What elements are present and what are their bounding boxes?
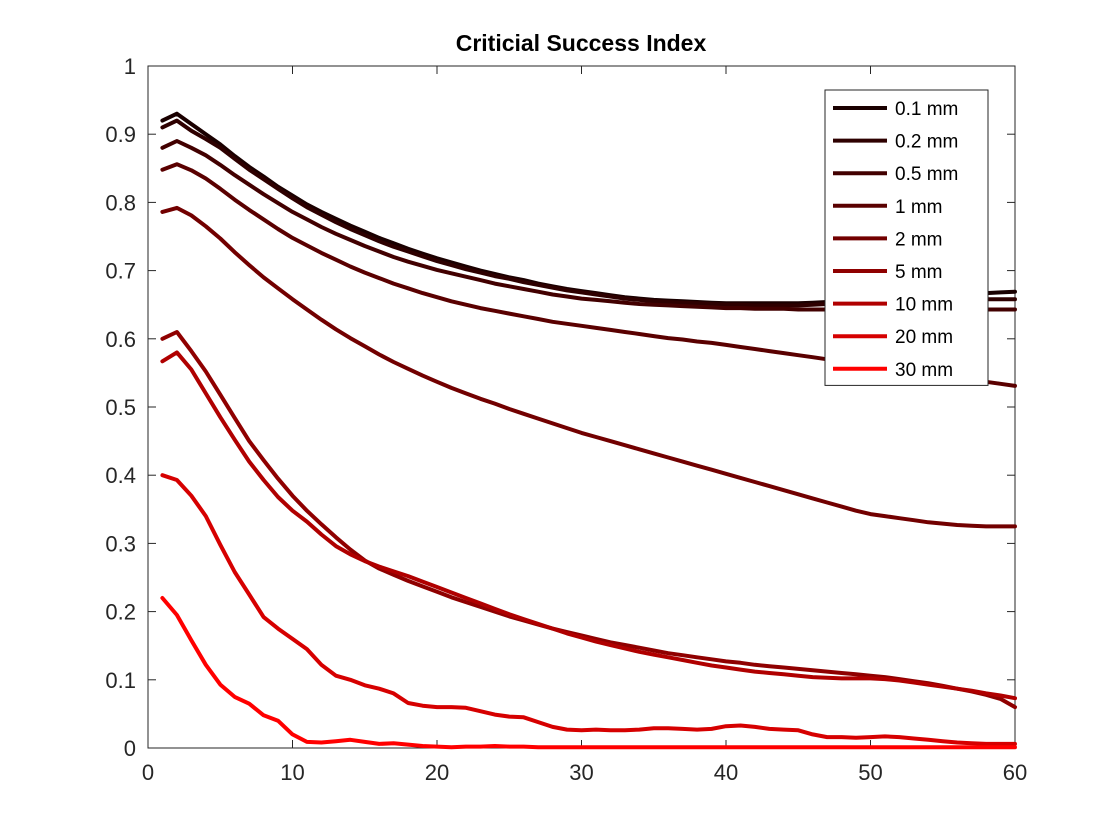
y-tick-label: 0.3 [105, 531, 136, 556]
legend-label: 30 mm [895, 360, 953, 381]
y-tick-label: 0.6 [105, 327, 136, 352]
legend-label: 2 mm [895, 229, 943, 250]
x-tick-label: 20 [425, 760, 449, 785]
y-tick-label: 0.5 [105, 395, 136, 420]
series-line-8 [160, 596, 1017, 750]
legend: 0.1 mm 0.2 mm 0.5 mm 1 mm 2 mm 5 mm 10 mm 20 mm… [824, 89, 989, 386]
series-line-5 [160, 330, 1017, 710]
legend-label: 10 mm [895, 295, 953, 316]
chart-title: Criticial Success Index [456, 30, 707, 56]
series-line-7 [160, 473, 1017, 746]
y-tick-label: 0.4 [105, 463, 136, 488]
series-line-6 [160, 350, 1017, 701]
y-tick-label: 1 [124, 54, 136, 79]
x-tick-label: 30 [569, 760, 593, 785]
y-tick-label: 0.8 [105, 190, 136, 215]
x-tick-label: 60 [1003, 760, 1027, 785]
y-tick-label: 0 [124, 736, 136, 761]
x-tick-label: 40 [714, 760, 738, 785]
y-tick-label: 0.7 [105, 259, 136, 284]
legend-label: 0.1 mm [895, 99, 958, 120]
y-tick-label: 0.1 [105, 668, 136, 693]
y-tick-label: 0.2 [105, 600, 136, 625]
series-line-4 [160, 205, 1017, 529]
axis-ticks: 0 10 20 30 40 50 60 0 0.1 0.2 0.3 0.4 0.5 0.6 0.7 0.8 0.… [105, 54, 1027, 785]
y-tick-label: 0.9 [105, 122, 136, 147]
legend-label: 0.5 mm [895, 164, 958, 185]
legend-label: 0.2 mm [895, 132, 958, 153]
x-tick-label: 0 [142, 760, 154, 785]
legend-label: 5 mm [895, 262, 943, 283]
x-tick-label: 50 [858, 760, 882, 785]
legend-label: 20 mm [895, 327, 953, 348]
legend-label: 1 mm [895, 197, 943, 218]
x-tick-label: 10 [280, 760, 304, 785]
